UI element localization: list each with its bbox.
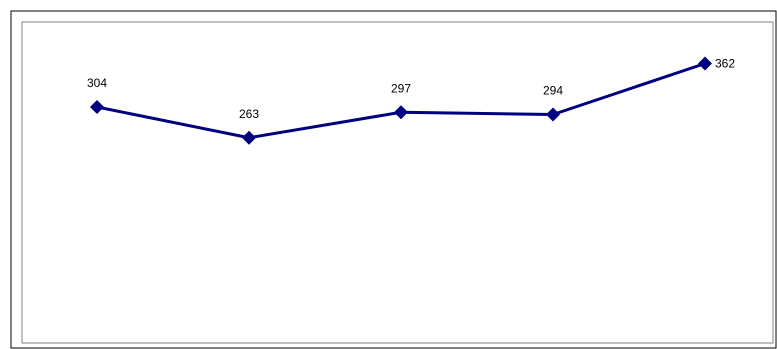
data-point-marker xyxy=(698,56,712,71)
data-point-marker xyxy=(546,107,560,122)
data-point-marker xyxy=(242,130,256,145)
marker-layer xyxy=(90,56,712,145)
data-label: 263 xyxy=(239,107,259,121)
plot-area-border xyxy=(21,21,774,344)
data-label: 362 xyxy=(715,57,735,71)
label-layer: 304 263 297 294 362 xyxy=(87,57,735,121)
data-label: 304 xyxy=(87,76,107,90)
data-point-marker xyxy=(90,100,104,114)
data-point-marker xyxy=(394,105,408,120)
data-label: 297 xyxy=(391,81,411,95)
data-label: 294 xyxy=(543,84,563,98)
